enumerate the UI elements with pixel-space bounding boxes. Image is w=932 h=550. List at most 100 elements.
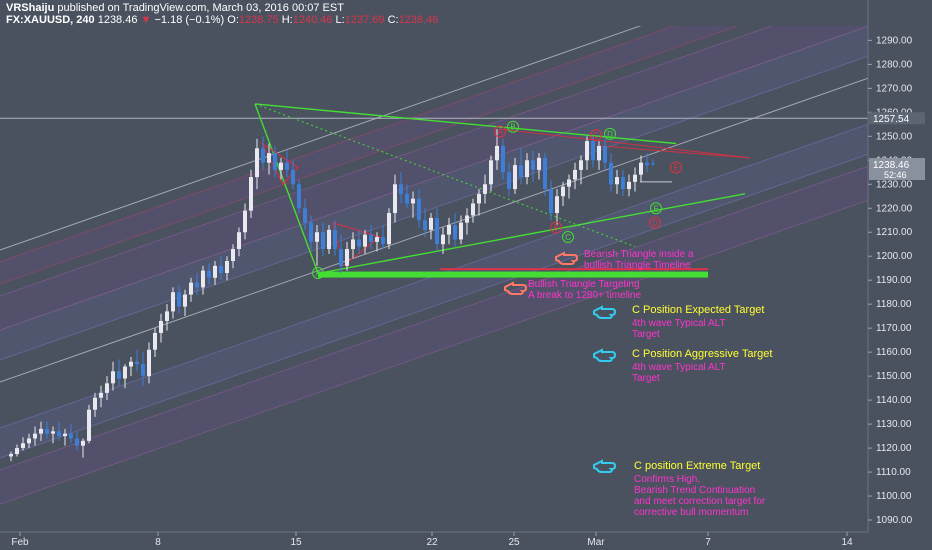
candle-body [279,162,283,170]
candle-body [195,282,199,288]
candle-body [57,431,61,437]
price-badge-label: 1257.54 [873,114,910,125]
candle-body [339,249,343,266]
candle-body [453,225,457,240]
candle-body [423,220,427,230]
channel-edge [0,153,868,459]
candle-body [471,203,475,216]
candle-body [537,157,541,170]
trend-drawings [0,103,868,278]
candle-body [417,198,421,221]
candle-body [483,184,487,194]
candle-body [243,210,247,233]
candle-body [237,232,241,250]
candle-body [591,141,595,161]
wave-label-circle [550,221,562,234]
y-tick-label: 1170.00 [876,323,912,334]
close-value: 1238.46 [398,14,439,26]
candle-body [99,392,103,398]
channel-edge [0,26,868,331]
wave-label-circle [507,120,519,133]
channel-midline [0,77,868,383]
candle-body [9,454,13,457]
candle-body [219,265,223,274]
x-tick-label: Mar [587,537,605,548]
annotation-text: 4th wave Typical ALT [632,318,726,329]
open-value: 1238.75 [238,14,279,26]
channel-band [0,166,868,504]
y-tick-label: 1090.00 [876,515,913,526]
triangle-lower-line [319,193,746,274]
candle-body [171,292,175,312]
candle-body [393,184,397,214]
channel-edge [0,26,773,297]
header-line-2: FX:XAUUSD, 240 1238.46 ▼ −1.18 (−0.1%) O… [6,14,438,26]
candle-body [69,433,73,439]
close-label: C: [387,14,399,26]
y-tick-label: 1100.00 [876,491,912,502]
candle-body [351,239,355,250]
candle-body [225,261,229,274]
candle-body [213,265,217,278]
countdown-label: 52:46 [884,170,907,180]
annotation-text: and meet correction target for [634,496,766,507]
candle-body [45,428,49,434]
candle-body [477,193,481,204]
candle-body [375,237,379,242]
header-line-1: VRShaiju published on TradingView.com, M… [6,2,344,14]
wave-label: E [673,163,678,172]
y-tick-label: 1120.00 [876,443,912,454]
candle-body [561,186,565,197]
candle-body [387,213,391,245]
candle-body [615,177,619,185]
time-axis[interactable]: Feb 8 15 22 25 Mar 7 14 [0,531,932,550]
candle-body [621,177,625,190]
candle-body [525,160,529,178]
candle-body [447,225,451,235]
x-tick-label: Feb [11,537,29,548]
candle-body [333,229,337,250]
candle-body [567,179,571,187]
wave-label: D [652,219,658,228]
annotation-title: C Position Expected Target [632,304,764,316]
y-tick-label: 1160.00 [876,347,912,358]
candle-body [645,162,649,166]
pointer-shape [593,305,617,319]
flag-triangle [260,141,299,186]
candle-body [51,431,55,434]
annotation-text: corrective bull momentum [634,507,748,518]
candle-body [189,282,193,295]
wave-label: C [593,131,599,140]
candle-body [255,148,259,178]
candle-body [363,234,367,247]
y-tick-label: 1290.00 [876,35,913,46]
wave-label: C [565,233,571,242]
candle-body [597,145,601,161]
current-price-label: 1238.46 [873,160,910,171]
wave-label-circle [312,267,324,280]
candle-body [111,371,115,384]
candle-body [15,448,19,455]
candle-body [273,153,277,170]
candle-body [297,184,301,209]
pointer-salmon-icon [555,251,579,265]
candle-body [531,160,535,170]
candle-body [639,162,643,175]
x-tick-label: 15 [290,537,302,548]
candle-body [117,371,121,379]
y-tick-label: 1140.00 [876,395,912,406]
candle-body [177,292,181,307]
y-tick-label: 1270.00 [876,83,913,94]
candle-body [651,163,655,165]
candle-body [201,270,205,288]
low-value: 1237.69 [344,14,385,26]
price-axis[interactable]: 1290.001280.001270.001260.001250.001240.… [867,0,932,550]
published-text: published on TradingView.com, March 03, … [57,2,344,14]
wave-label: E [653,204,658,213]
wave-label-circle [650,202,662,215]
candle-body [507,172,511,190]
pointer-shape [593,459,617,473]
